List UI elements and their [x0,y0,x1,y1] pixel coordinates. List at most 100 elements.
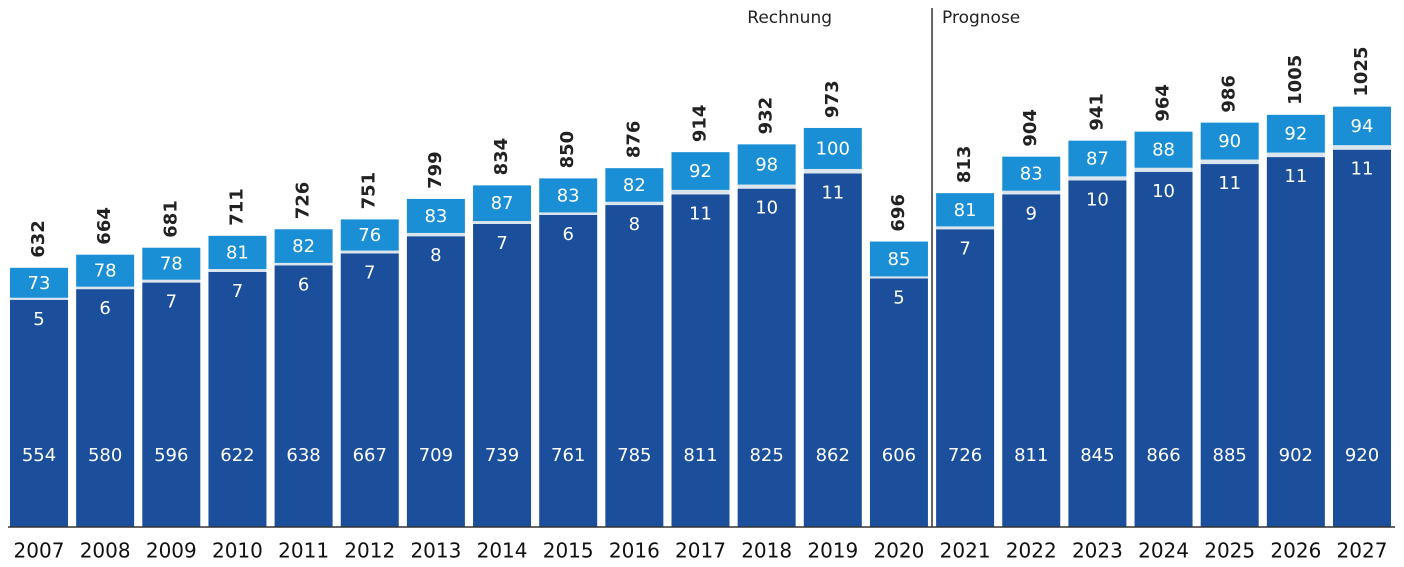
data-label: 6 [298,274,309,295]
bar-segment [76,286,135,290]
bar-segment [936,193,995,227]
total-label: 813 [954,146,975,184]
data-label: 87 [491,193,514,214]
data-label: 785 [617,445,651,466]
total-label: 1025 [1351,47,1372,97]
data-label: 11 [1218,173,1241,194]
bar-segment [1002,156,1061,191]
data-label: 82 [623,175,646,196]
bar-segment [473,185,532,222]
bar-segment [340,253,399,527]
x-tick-label: 2014 [477,539,528,563]
x-tick-label: 2020 [873,539,924,563]
data-label: 709 [419,445,453,466]
bar-segment [1200,159,1259,165]
total-label: 834 [491,138,512,176]
bar-segment [803,173,862,527]
bar-segment [737,144,796,185]
x-tick-label: 2027 [1337,539,1388,563]
bar-segment [803,127,862,169]
data-label: 811 [683,445,717,466]
data-label: 87 [1086,149,1109,170]
x-tick-label: 2015 [543,539,594,563]
data-label: 811 [1014,445,1048,466]
x-tick-label: 2023 [1072,539,1123,563]
bar-segment [10,297,68,300]
data-label: 85 [887,249,910,270]
bar-segment [671,189,730,195]
bar-segment [539,178,598,213]
bar-segment [869,241,928,277]
total-label: 751 [359,172,380,210]
x-tick-label: 2025 [1204,539,1255,563]
x-tick-label: 2009 [146,539,197,563]
bar-segment [406,232,465,237]
data-label: 83 [1020,164,1043,185]
bar-segment [1200,164,1259,527]
data-label: 7 [496,233,507,254]
data-label: 94 [1351,116,1374,137]
data-label: 7 [166,292,177,313]
total-label: 726 [293,182,314,220]
data-label: 98 [755,154,778,175]
data-label: 554 [22,445,56,466]
bar-segment [671,194,730,527]
data-label: 8 [430,245,441,266]
total-label: 941 [1086,93,1107,131]
data-label: 638 [286,445,320,466]
data-label: 920 [1345,445,1379,466]
bar-segment [869,276,928,279]
data-label: 739 [485,445,519,466]
bar-segment [406,236,465,527]
data-label: 6 [99,298,110,319]
data-label: 7 [364,262,375,283]
data-label: 83 [424,206,447,227]
data-label: 902 [1279,445,1313,466]
bar-segment [737,184,796,189]
data-label: 825 [749,445,783,466]
bar-segment [1134,171,1193,527]
data-label: 82 [292,236,315,257]
data-label: 11 [821,182,844,203]
data-label: 81 [954,200,977,221]
bar-segment [473,221,532,224]
data-label: 90 [1218,131,1241,152]
bar-segment [76,289,135,527]
bar-segment [340,250,399,254]
total-label: 876 [623,121,644,159]
bar-segment [208,269,267,272]
data-label: 667 [353,445,387,466]
total-label: 964 [1153,84,1174,122]
total-label: 850 [557,131,578,169]
data-label: 11 [1284,166,1307,187]
data-label: 726 [948,445,982,466]
bar-segment [936,226,995,230]
bar-segment [1068,176,1127,181]
bar-segment [936,229,995,527]
bar-segment [1068,180,1127,527]
bar-segment [406,198,465,233]
total-label: 632 [28,220,49,258]
data-label: 885 [1213,445,1247,466]
total-label: 696 [888,194,909,232]
data-label: 8 [629,214,640,235]
data-label: 10 [1152,181,1175,202]
data-label: 7 [232,281,243,302]
bar-segment [1134,131,1193,168]
data-label: 761 [551,445,585,466]
x-tick-label: 2018 [741,539,792,563]
bar-segment [1200,122,1259,160]
data-label: 10 [755,198,778,219]
data-label: 845 [1080,445,1114,466]
bar-segment [10,299,68,527]
data-label: 622 [220,445,254,466]
data-label: 73 [28,273,51,294]
bar-segment [539,212,598,215]
total-label: 681 [160,200,181,238]
bar-segment [208,235,267,270]
data-label: 11 [1351,159,1374,180]
data-label: 83 [557,185,580,206]
data-label: 88 [1152,140,1175,161]
bar-segment [1002,194,1061,527]
